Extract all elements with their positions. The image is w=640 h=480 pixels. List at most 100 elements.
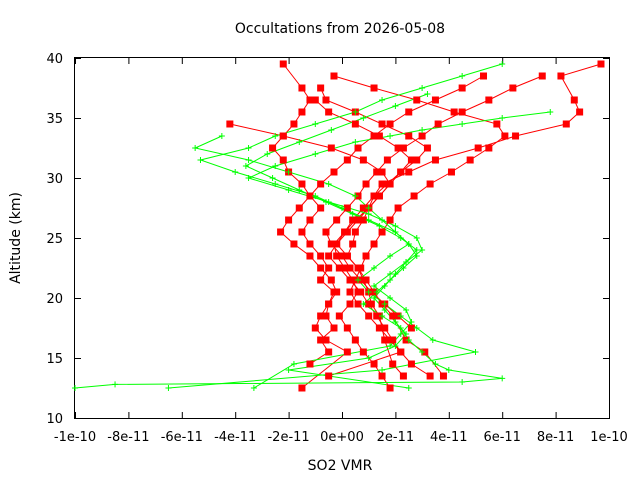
data-point bbox=[349, 240, 357, 248]
y-tick-label: 30 bbox=[46, 172, 63, 187]
data-point bbox=[343, 252, 351, 260]
data-point bbox=[327, 240, 335, 248]
data-point bbox=[397, 235, 404, 241]
data-point bbox=[346, 264, 354, 272]
data-point bbox=[317, 180, 325, 188]
data-point bbox=[311, 96, 319, 104]
data-point bbox=[343, 324, 351, 332]
data-point bbox=[399, 144, 407, 152]
data-point bbox=[429, 337, 436, 343]
data-point bbox=[285, 216, 293, 224]
data-point bbox=[408, 319, 415, 325]
data-point bbox=[325, 264, 333, 272]
data-point bbox=[272, 163, 279, 169]
data-point bbox=[360, 115, 367, 121]
data-point bbox=[333, 288, 341, 296]
x-tick-label: 1e-10 bbox=[590, 430, 628, 445]
data-point bbox=[389, 360, 397, 368]
data-point bbox=[317, 336, 325, 344]
data-point bbox=[371, 265, 378, 271]
data-point bbox=[394, 144, 402, 152]
data-point bbox=[72, 385, 78, 391]
data-point bbox=[509, 84, 517, 92]
data-point bbox=[312, 193, 319, 199]
data-point bbox=[272, 181, 279, 187]
x-tick-label: 6e-11 bbox=[483, 430, 521, 445]
data-point bbox=[458, 108, 466, 116]
data-point bbox=[359, 216, 367, 224]
data-point bbox=[485, 144, 493, 152]
data-point bbox=[405, 241, 412, 247]
data-point bbox=[405, 132, 413, 140]
data-point bbox=[405, 108, 413, 116]
data-point bbox=[298, 108, 306, 116]
data-point bbox=[333, 240, 341, 248]
data-point bbox=[269, 175, 276, 181]
data-point bbox=[400, 265, 407, 271]
profile-line bbox=[314, 99, 413, 377]
data-point bbox=[371, 283, 378, 289]
data-point bbox=[325, 181, 332, 187]
data-point bbox=[426, 372, 434, 380]
y-tick-label: 40 bbox=[46, 52, 63, 67]
data-point bbox=[306, 360, 314, 368]
x-tick-label: 0e+00 bbox=[320, 430, 364, 445]
data-point bbox=[474, 144, 482, 152]
data-point bbox=[399, 372, 407, 380]
data-point bbox=[351, 228, 359, 236]
data-point bbox=[322, 96, 330, 104]
data-point bbox=[317, 252, 325, 260]
data-point bbox=[383, 156, 391, 164]
data-point bbox=[405, 168, 413, 176]
data-point bbox=[346, 276, 354, 284]
data-point bbox=[327, 144, 335, 152]
data-point bbox=[296, 139, 303, 145]
x-tick-label: 8e-11 bbox=[537, 430, 575, 445]
data-point bbox=[285, 169, 292, 175]
data-point bbox=[325, 372, 333, 380]
data-point bbox=[597, 60, 605, 68]
data-point bbox=[381, 307, 388, 313]
data-point bbox=[387, 343, 394, 349]
data-point bbox=[250, 385, 257, 391]
data-point bbox=[386, 216, 394, 224]
data-point bbox=[392, 343, 399, 349]
data-point bbox=[547, 109, 554, 115]
data-point bbox=[325, 300, 333, 308]
x-tick-label: 2e-11 bbox=[377, 430, 415, 445]
data-point bbox=[354, 264, 362, 272]
data-point bbox=[352, 109, 359, 115]
data-point bbox=[397, 348, 405, 356]
data-point bbox=[570, 96, 578, 104]
data-point bbox=[419, 349, 426, 355]
data-point bbox=[192, 145, 199, 151]
data-point bbox=[354, 216, 362, 224]
data-point bbox=[269, 144, 277, 152]
data-point bbox=[407, 324, 415, 332]
data-point bbox=[306, 96, 314, 104]
data-point bbox=[365, 211, 372, 217]
data-point bbox=[381, 301, 388, 307]
data-point bbox=[272, 133, 279, 139]
x-axis-label: SO2 VMR bbox=[308, 458, 373, 474]
data-point bbox=[378, 228, 386, 236]
data-point bbox=[387, 253, 394, 259]
data-point bbox=[277, 228, 285, 236]
data-point bbox=[365, 289, 372, 295]
data-point bbox=[245, 175, 252, 181]
plot-frame bbox=[74, 57, 610, 419]
data-point bbox=[439, 372, 447, 380]
x-tick-label: -4e-11 bbox=[214, 430, 256, 445]
data-point bbox=[485, 96, 493, 104]
data-point bbox=[339, 205, 345, 211]
data-point bbox=[459, 73, 466, 79]
data-point bbox=[373, 312, 381, 320]
data-point bbox=[381, 324, 389, 332]
data-point bbox=[378, 120, 386, 128]
data-point bbox=[226, 120, 234, 128]
x-tick-label: -1e-10 bbox=[54, 430, 96, 445]
data-point bbox=[392, 103, 399, 109]
data-point bbox=[242, 163, 249, 169]
y-axis-label: Altitude (km) bbox=[8, 192, 24, 284]
data-point bbox=[434, 120, 442, 128]
